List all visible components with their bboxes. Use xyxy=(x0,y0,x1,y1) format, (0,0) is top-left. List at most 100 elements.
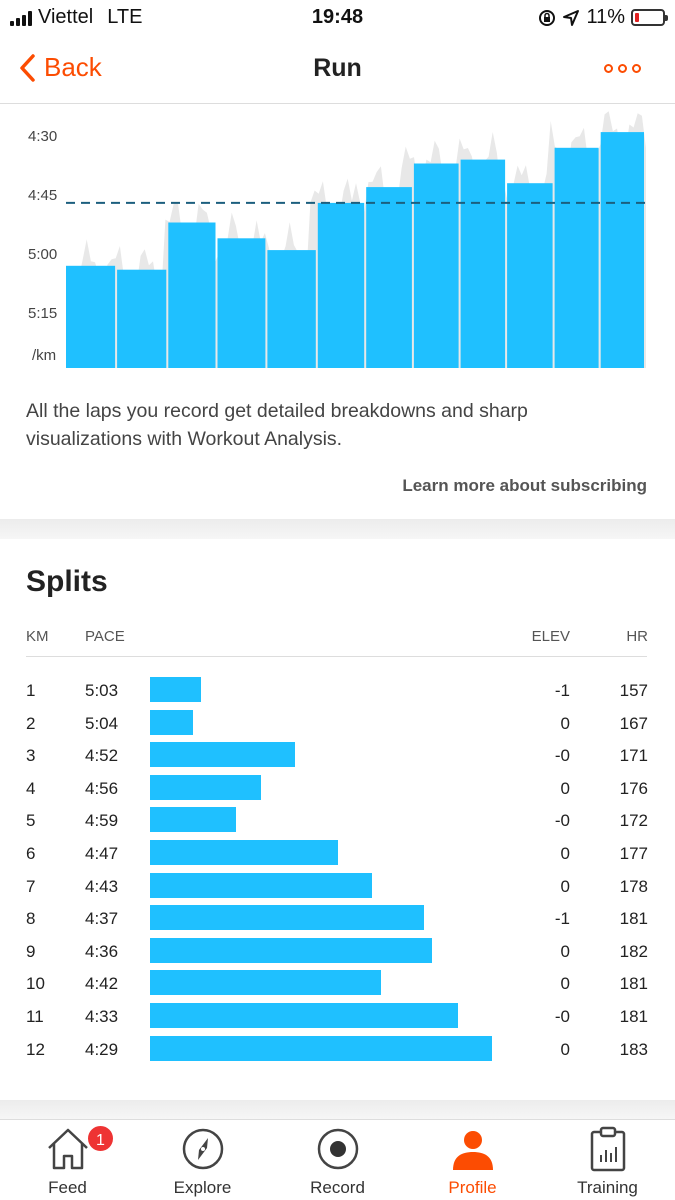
tab-record[interactable]: Record xyxy=(270,1120,405,1200)
split-pace: 5:03 xyxy=(85,681,119,700)
split-hr: 167 xyxy=(619,713,648,733)
split-km: 3 xyxy=(26,746,36,766)
compass-icon xyxy=(182,1128,224,1170)
split-hr: 181 xyxy=(619,974,648,994)
lap-bar[interactable] xyxy=(413,163,459,369)
split-hr: 157 xyxy=(619,681,648,700)
nav-bar: Back Run xyxy=(0,36,675,104)
tab-label: Explore xyxy=(173,1178,232,1197)
split-km: 5 xyxy=(26,811,36,831)
split-pace: 5:04 xyxy=(85,713,119,733)
split-pace-bar xyxy=(150,872,373,898)
split-row: 11 4:33 -0 181 xyxy=(0,1003,675,1029)
lap-bar[interactable] xyxy=(460,159,506,368)
split-row: 9 4:36 0 182 xyxy=(0,937,675,964)
split-pace: 4:56 xyxy=(85,778,119,798)
split-row: 1 5:03 -1 157 xyxy=(0,677,675,703)
split-hr: 176 xyxy=(619,778,648,798)
battery-icon xyxy=(631,9,668,26)
tab-training[interactable]: Training xyxy=(540,1120,675,1200)
split-row: 5 4:59 -0 172 xyxy=(0,807,675,833)
split-km: 7 xyxy=(26,876,36,896)
home-icon xyxy=(48,1128,88,1170)
tab-feed[interactable]: 1 Feed xyxy=(0,1120,135,1200)
split-pace-bar xyxy=(150,1003,458,1028)
lap-bar[interactable] xyxy=(600,132,644,368)
lap-bar[interactable] xyxy=(366,187,412,368)
back-button[interactable]: Back xyxy=(18,52,102,83)
split-elev: 0 xyxy=(560,713,570,733)
split-elev: 0 xyxy=(560,974,570,994)
page-title: Run xyxy=(313,54,362,82)
y-tick-label: 5:00 xyxy=(28,246,57,263)
split-hr: 181 xyxy=(619,909,648,929)
signal-icon xyxy=(10,10,32,26)
more-options-button[interactable] xyxy=(604,64,641,73)
split-elev: -0 xyxy=(554,746,570,766)
split-row: 7 4:43 0 178 xyxy=(0,872,675,899)
lap-bar[interactable] xyxy=(66,265,116,368)
split-pace-bar xyxy=(150,905,424,931)
section-divider xyxy=(0,519,675,539)
battery-percent: 11% xyxy=(586,6,625,28)
split-pace-bar xyxy=(150,807,236,833)
split-pace-bar xyxy=(150,742,296,768)
lap-bar[interactable] xyxy=(117,269,167,368)
split-pace-bar xyxy=(150,937,433,963)
split-hr: 178 xyxy=(619,876,648,896)
split-row: 2 5:04 0 167 xyxy=(0,709,675,736)
split-elev: 0 xyxy=(560,778,570,798)
carrier-name: Viettel xyxy=(38,6,94,28)
status-right: 11% xyxy=(538,6,668,29)
lap-bar[interactable] xyxy=(267,250,316,368)
split-pace-bar xyxy=(150,709,193,735)
split-pace-bar xyxy=(150,1035,492,1061)
split-elev: -1 xyxy=(554,681,570,700)
lap-bar[interactable] xyxy=(217,238,266,368)
lap-bar[interactable] xyxy=(168,222,216,369)
tab-profile[interactable]: Profile xyxy=(405,1120,540,1200)
back-label: Back xyxy=(44,52,102,82)
dot-icon xyxy=(618,64,627,73)
y-tick-label: 4:30 xyxy=(28,128,57,145)
split-hr: 183 xyxy=(619,1039,648,1059)
split-pace-bar xyxy=(150,774,262,800)
rotation-lock-icon xyxy=(539,9,556,26)
split-hr: 177 xyxy=(619,844,648,863)
split-pace: 4:36 xyxy=(85,941,119,961)
split-hr: 181 xyxy=(619,1007,648,1026)
split-pace: 4:47 xyxy=(85,844,119,863)
tab-bar: 1 Feed Explore Record Profile xyxy=(0,1119,675,1200)
split-pace: 4:59 xyxy=(85,811,119,831)
split-elev: 0 xyxy=(560,1039,570,1059)
split-km: 4 xyxy=(26,778,36,798)
split-elev: 0 xyxy=(560,844,570,863)
clipboard-chart-icon xyxy=(590,1126,626,1172)
workout-analysis-description: All the laps you record get detailed bre… xyxy=(26,400,528,450)
split-hr: 182 xyxy=(619,941,648,961)
network-type: LTE xyxy=(107,6,143,28)
split-row: 3 4:52 -0 171 xyxy=(0,742,675,768)
learn-more-link[interactable]: Learn more about subscribing xyxy=(402,476,647,495)
split-km: 6 xyxy=(26,844,36,863)
lap-bar[interactable] xyxy=(507,183,553,368)
split-hr: 171 xyxy=(619,746,648,766)
dot-icon xyxy=(604,64,613,73)
split-pace-bar xyxy=(150,677,202,702)
split-pace: 4:37 xyxy=(85,909,119,929)
tab-label: Record xyxy=(310,1178,365,1197)
tab-explore[interactable]: Explore xyxy=(135,1120,270,1200)
lap-pace-chart-svg: 4:30 4:45 5:00 5:15/km xyxy=(28,111,646,369)
split-pace-bar xyxy=(150,840,339,865)
split-pace-bar xyxy=(150,970,381,996)
hr-header: HR xyxy=(626,628,648,645)
split-pace: 4:29 xyxy=(85,1039,119,1059)
pace-header: PACE xyxy=(85,628,125,645)
split-hr: 172 xyxy=(619,811,648,831)
lap-bar[interactable] xyxy=(554,147,599,368)
split-elev: 0 xyxy=(560,876,570,896)
split-km: 2 xyxy=(26,713,36,733)
y-unit-label: /km xyxy=(32,347,56,364)
lap-bar[interactable] xyxy=(317,202,365,368)
split-km: 10 xyxy=(26,974,45,994)
